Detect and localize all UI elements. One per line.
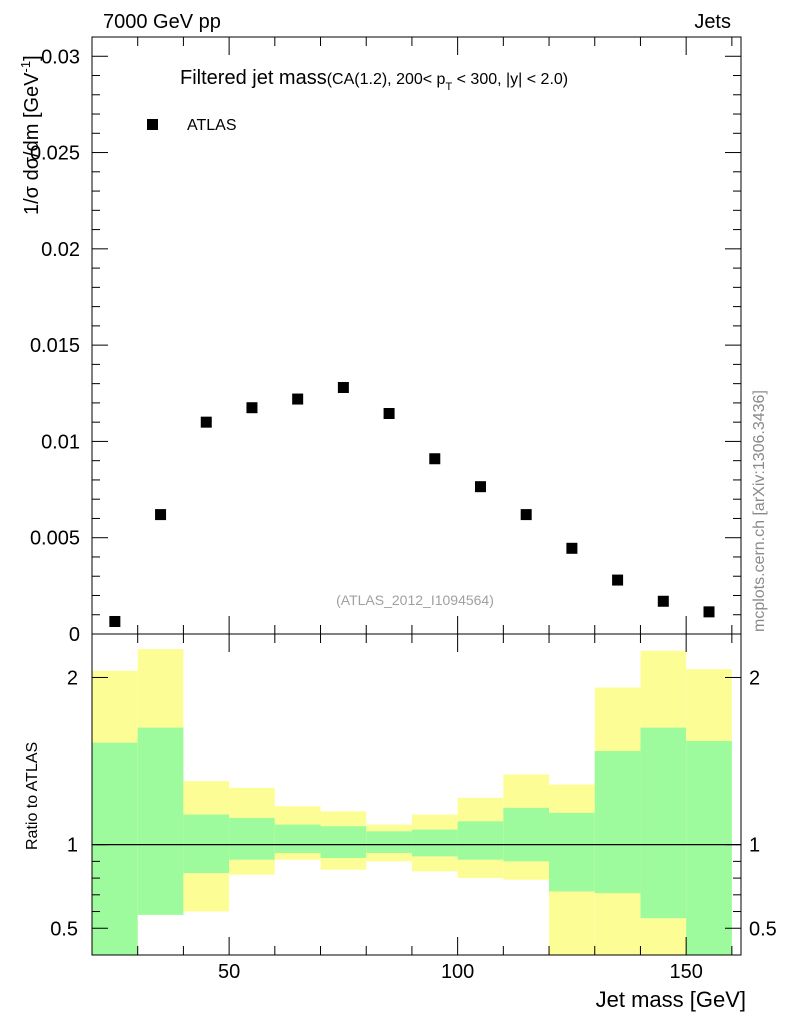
data-point	[566, 542, 578, 554]
data-point	[109, 615, 121, 627]
data-point	[292, 393, 304, 405]
x-tick-label: 50	[218, 961, 240, 983]
main-y-tick-label: 0.01	[41, 431, 80, 453]
plot-title-cuts-a: (CA(1.2), 200< p	[327, 71, 446, 88]
plot-title-cuts-sub: T	[445, 81, 452, 93]
main-y-tick-label: 0.015	[30, 335, 80, 357]
legend-label-atlas: ATLAS	[187, 117, 237, 134]
data-point	[703, 606, 715, 618]
main-y-tick-label: 0.025	[30, 143, 80, 165]
inner-band-bin	[503, 807, 550, 862]
inner-band-bin	[549, 812, 595, 892]
data-point	[337, 381, 349, 393]
ratio-y-tick-label-right: 2	[749, 667, 760, 689]
analysis-id: (ATLAS_2012_I1094564)	[336, 592, 494, 608]
data-point	[657, 595, 669, 607]
inner-band-bin	[640, 727, 687, 919]
header-left: 7000 GeV pp	[103, 11, 221, 33]
data-point	[200, 416, 212, 428]
inner-band-bin	[411, 829, 458, 857]
main-x-ticks	[91, 37, 733, 634]
header-right: Jets	[694, 11, 731, 33]
legend-marker-atlas	[147, 119, 158, 130]
main-y-tick-label: 0.03	[41, 46, 80, 68]
plot-title-cuts-b: < 300, |y| < 2.0)	[452, 71, 568, 88]
plot-title-main: Filtered jet mass	[180, 67, 327, 89]
main-y-tick-label: 0.005	[30, 528, 80, 550]
inner-band-bin	[274, 824, 321, 854]
ratio-y-axis-label: Ratio to ATLAS	[24, 742, 41, 850]
inner-band-bin	[92, 742, 138, 955]
ratio-plot-frame	[91, 633, 742, 956]
main-y-tick-label: 0.02	[41, 239, 80, 261]
plot-title: Filtered jet mass(CA(1.2), 200< pT < 300…	[180, 67, 568, 93]
x-tick-label: 150	[669, 961, 702, 983]
uncertainty-bands	[92, 649, 732, 955]
main-y-tick-label: 0	[69, 624, 80, 646]
data-point	[246, 402, 258, 414]
ratio-y-tick-label-right: 1	[749, 835, 760, 857]
inner-band-bin	[457, 821, 504, 860]
x-tick-label: 100	[441, 961, 474, 983]
watermark: mcplots.cern.ch [arXiv:1306.3436]	[751, 390, 768, 632]
ratio-y-tick-label-right: 0.5	[749, 918, 777, 940]
ratio-y-tick-label: 2	[67, 667, 78, 689]
ratio-y-tick-label: 1	[67, 835, 78, 857]
ratio-y-tick-label: 0.5	[50, 918, 78, 940]
data-point	[155, 509, 167, 521]
data-points	[109, 381, 715, 627]
inner-band-bin	[137, 727, 184, 915]
inner-band-bin	[183, 814, 230, 874]
main-plot-panel: 0 0.005 0.01 0.015 0.02 0.025 0.03 Filtered je…	[18, 36, 742, 646]
data-point	[383, 407, 395, 419]
inner-band-bin	[366, 831, 412, 854]
main-y-axis-label: 1/σ dσ/dm [GeV-1]	[18, 55, 43, 215]
data-point	[474, 481, 486, 493]
x-axis-label: Jet mass [GeV]	[596, 987, 746, 1012]
data-point	[429, 453, 441, 465]
inner-band-bin	[229, 817, 275, 860]
inner-band-bin	[686, 741, 732, 955]
inner-band-bin	[320, 826, 367, 859]
main-y-ticks: 0 0.005 0.01 0.015 0.02 0.025 0.03	[30, 46, 741, 646]
inner-band-bin	[594, 751, 641, 894]
ratio-axis-ticks: 0.5 0.5 1 1 2 2 50 100 150	[50, 634, 777, 983]
data-point	[520, 509, 532, 521]
data-point	[612, 574, 624, 586]
ratio-plot-panel: 0.5 0.5 1 1 2 2 50 100 150 Ratio to ATLAS Jet ma…	[24, 633, 777, 1012]
